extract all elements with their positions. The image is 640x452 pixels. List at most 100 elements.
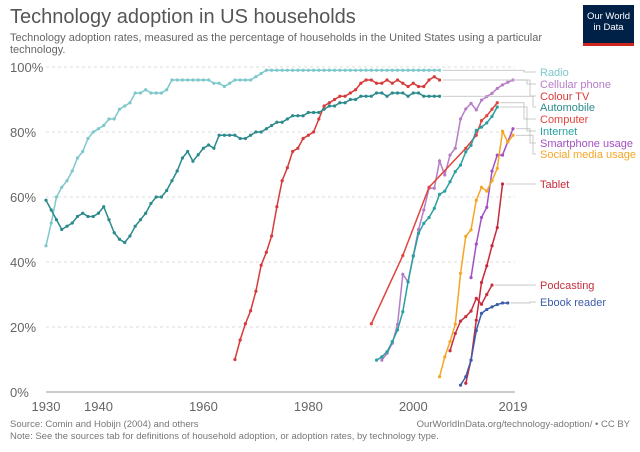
data-point	[374, 68, 379, 72]
y-tick-label: 0%	[10, 385, 29, 400]
data-point	[490, 305, 494, 309]
data-point	[416, 231, 421, 235]
data-point	[385, 68, 389, 72]
data-point	[243, 322, 247, 326]
data-point	[511, 133, 515, 137]
data-point	[458, 163, 463, 167]
data-point	[380, 358, 384, 362]
data-point	[427, 94, 431, 98]
data-point	[500, 182, 505, 186]
series-automobile: Automobile	[44, 91, 595, 245]
note-text: Note: See the sources tab for definition…	[10, 431, 439, 442]
data-point	[464, 146, 468, 150]
data-point	[322, 104, 326, 108]
data-point	[353, 97, 358, 102]
data-point	[474, 128, 478, 132]
data-point	[385, 350, 389, 354]
data-point	[327, 68, 331, 72]
legend-connector	[500, 102, 536, 120]
series-line	[470, 128, 514, 278]
data-point	[495, 153, 499, 157]
legend-connector	[510, 301, 536, 304]
data-point	[243, 136, 247, 141]
data-point	[201, 78, 206, 82]
data-point	[280, 179, 284, 183]
data-point	[422, 84, 426, 89]
data-point	[469, 143, 473, 147]
data-point	[485, 264, 489, 268]
series-ebook-reader: Ebook reader	[458, 297, 606, 387]
data-point	[500, 83, 505, 87]
data-point	[149, 91, 153, 95]
data-point	[144, 88, 148, 92]
legend-connector	[516, 79, 536, 85]
legend-label: Podcasting	[540, 280, 594, 292]
x-tick-label: 2019	[499, 399, 528, 414]
data-point	[380, 68, 384, 72]
data-point	[422, 68, 426, 72]
data-point	[259, 263, 263, 267]
data-point	[427, 68, 431, 72]
data-point	[469, 309, 473, 313]
data-point	[332, 104, 337, 108]
data-point	[175, 169, 179, 173]
data-point	[464, 381, 468, 385]
series-podcasting: Podcasting	[448, 280, 594, 353]
data-point	[275, 205, 279, 209]
data-point	[437, 78, 442, 82]
owid-logo[interactable]: Our World in Data	[583, 5, 634, 46]
url-text[interactable]: OurWorldInData.org/technology-adoption/ …	[416, 419, 630, 430]
data-point	[191, 159, 195, 163]
source-text[interactable]: Source: Comin and Hobijn (2004) and othe…	[10, 419, 199, 430]
data-point	[464, 375, 468, 379]
data-point	[264, 127, 268, 131]
data-point	[201, 146, 206, 150]
data-point	[359, 81, 363, 85]
data-point	[401, 272, 405, 276]
data-point	[474, 328, 478, 333]
data-point	[479, 98, 484, 102]
data-point	[243, 78, 247, 82]
data-point	[380, 91, 384, 95]
data-point	[91, 130, 95, 134]
data-point	[238, 136, 242, 141]
data-point	[448, 153, 452, 157]
data-point	[165, 188, 169, 193]
data-point	[285, 166, 289, 170]
data-point	[96, 211, 101, 215]
data-point	[75, 214, 80, 219]
data-point	[186, 78, 190, 82]
data-point	[485, 205, 489, 209]
data-point	[443, 355, 447, 359]
data-point	[390, 68, 394, 72]
data-point	[49, 208, 53, 212]
data-point	[437, 192, 442, 196]
data-point	[170, 78, 174, 82]
data-point	[343, 94, 347, 98]
data-point	[65, 224, 69, 228]
data-point	[280, 120, 284, 124]
data-point	[485, 189, 489, 193]
data-point	[469, 228, 473, 232]
data-point	[495, 105, 499, 109]
data-point	[159, 195, 164, 199]
data-point	[474, 318, 478, 322]
data-point	[291, 114, 295, 118]
data-point	[317, 117, 321, 121]
series-line	[45, 69, 440, 246]
data-point	[464, 234, 468, 238]
data-point	[479, 215, 484, 220]
data-point	[469, 358, 473, 362]
data-point	[369, 78, 373, 82]
series-line	[459, 302, 508, 386]
data-point	[411, 254, 415, 258]
data-point	[453, 322, 457, 326]
data-point	[154, 195, 158, 199]
data-point	[485, 121, 489, 125]
data-point	[81, 211, 85, 215]
data-point	[275, 68, 279, 72]
data-point	[479, 119, 484, 123]
data-point	[212, 81, 216, 85]
data-point	[306, 133, 310, 137]
